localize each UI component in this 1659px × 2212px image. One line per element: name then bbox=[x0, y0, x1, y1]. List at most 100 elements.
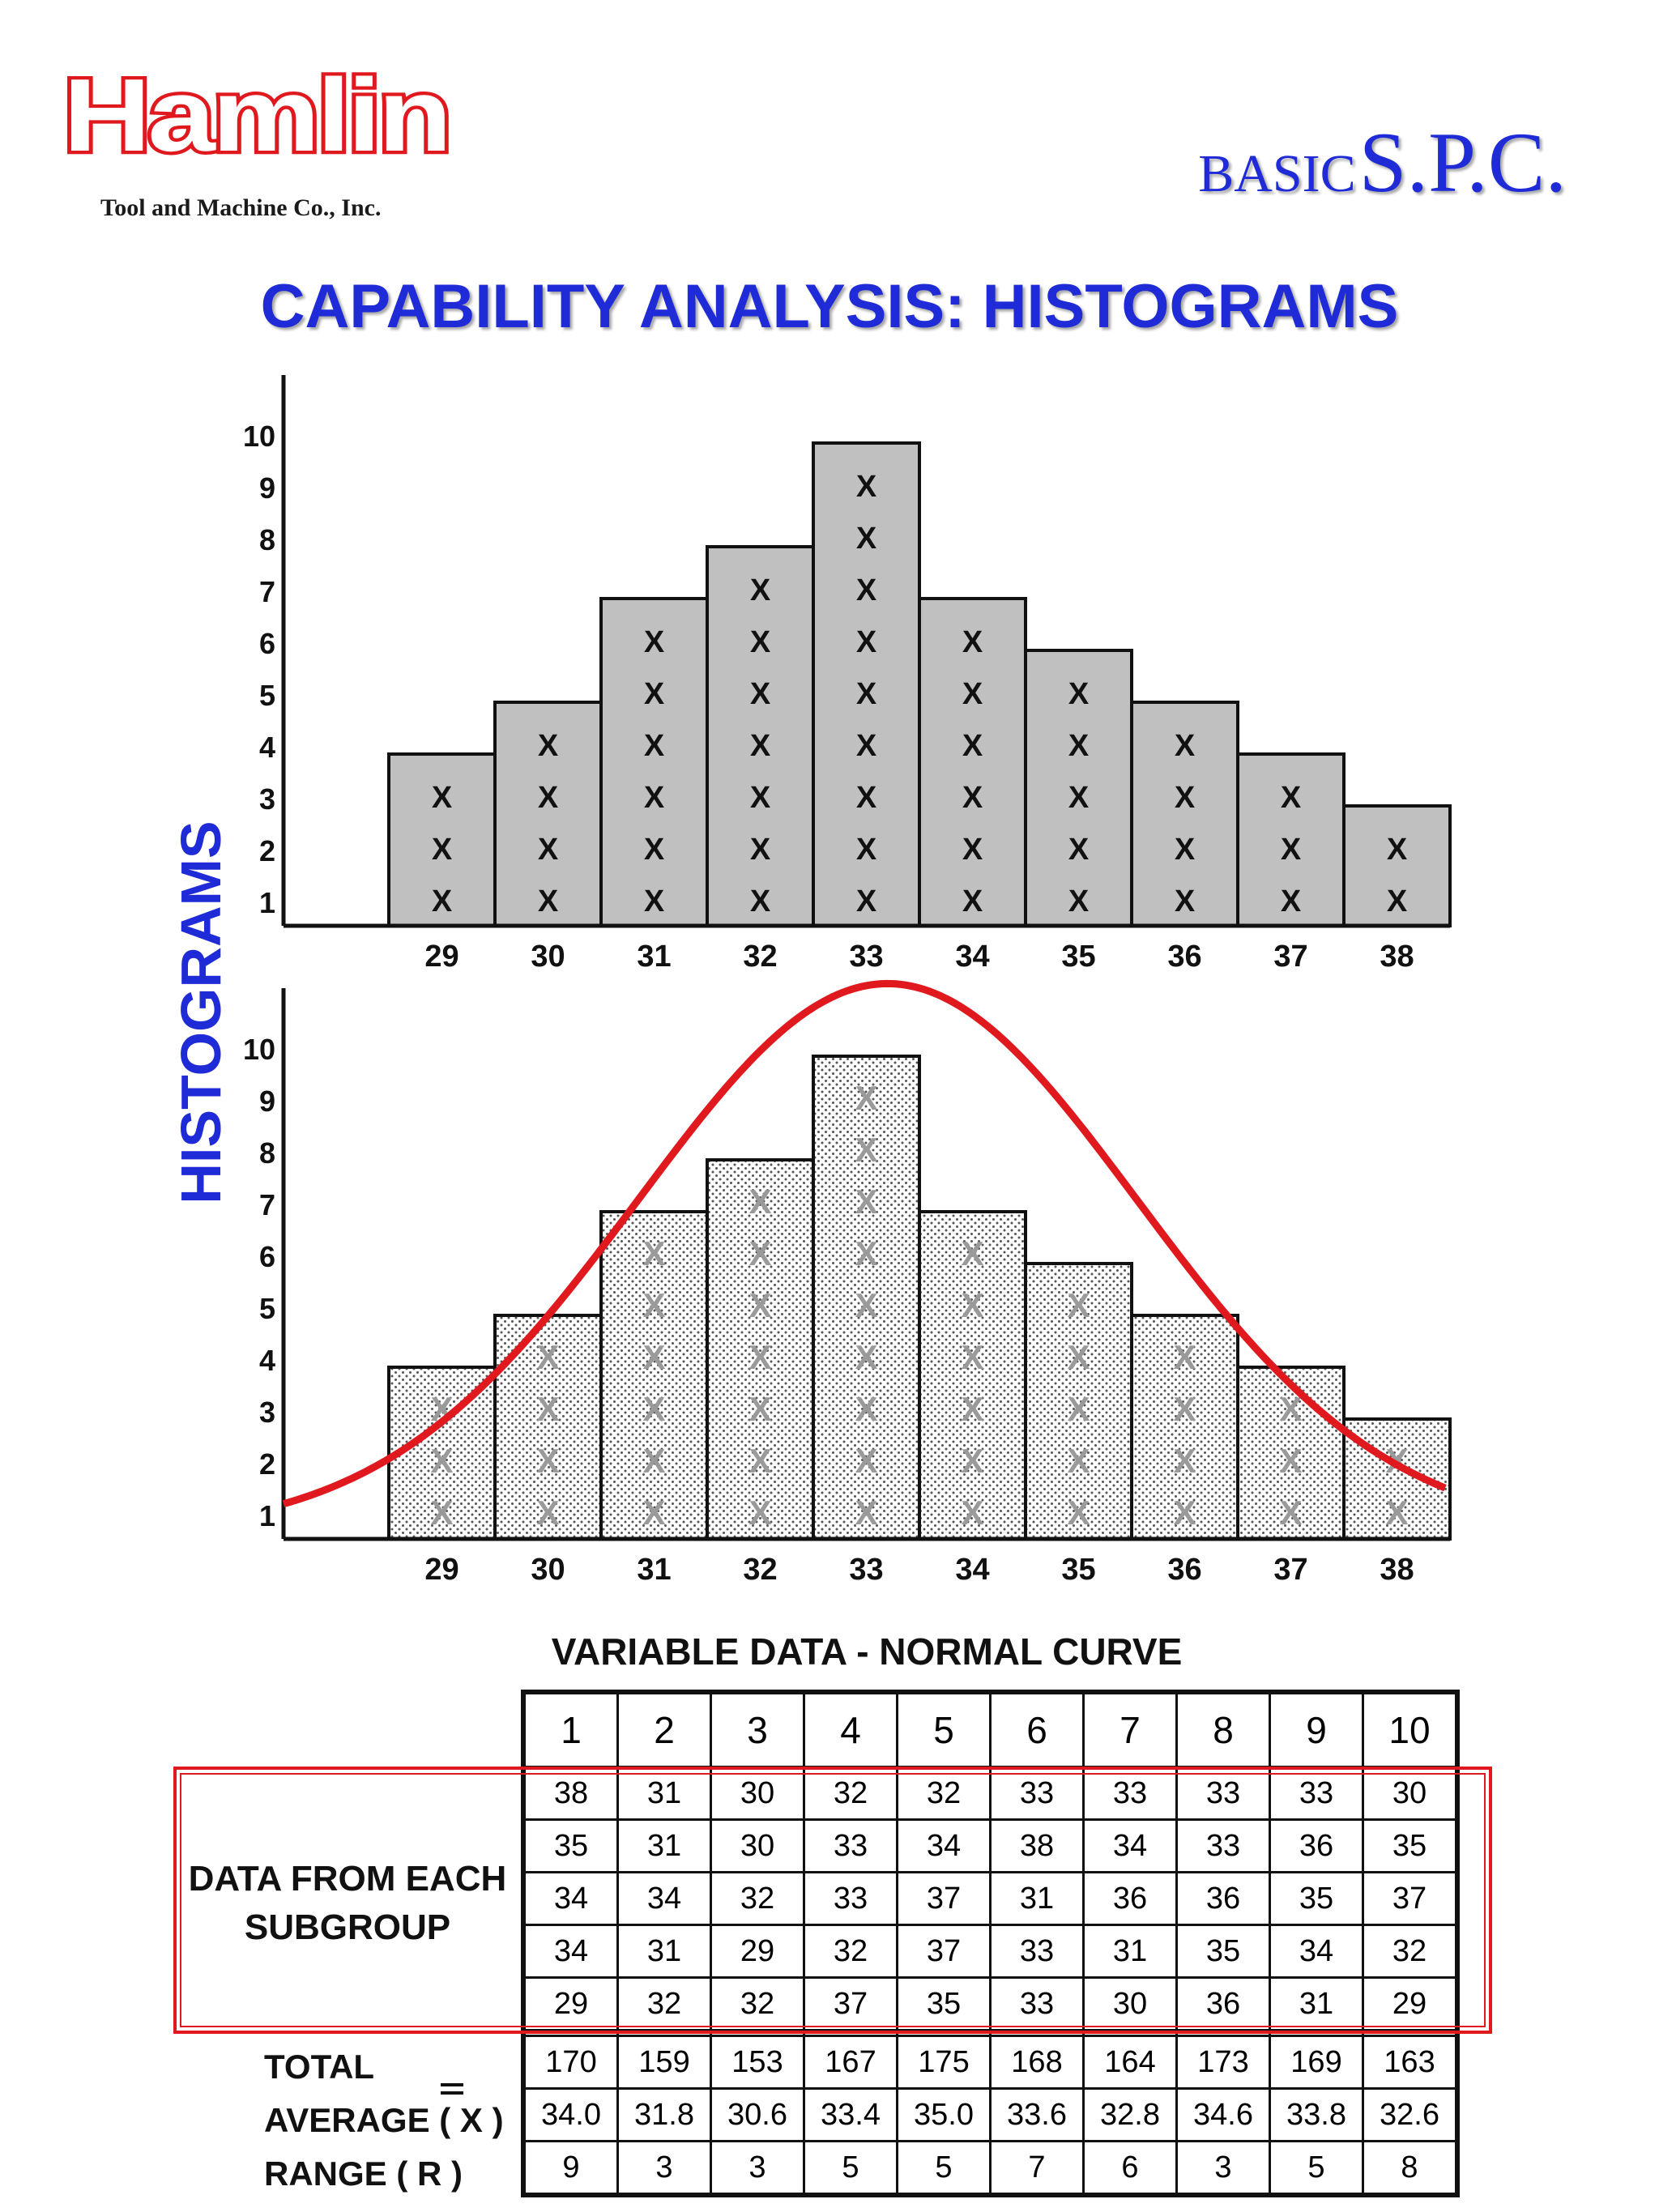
tally-mark: X bbox=[750, 573, 771, 607]
average-label: AVERAGE ( X ) bbox=[264, 2101, 504, 2139]
table-cell: 33 bbox=[989, 1766, 1085, 1821]
y-tick-label: 4 bbox=[259, 1344, 275, 1377]
y-tick-label: 9 bbox=[259, 1085, 275, 1118]
average-row-cell: 32.6 bbox=[1362, 2087, 1459, 2142]
table-cell: 30 bbox=[1362, 1766, 1459, 1821]
subgroup-data-table: 1 2 3 4 5 6 7 8 9 10 38 31 30 32 32 33 33 33 33 30 35 31 30 33… bbox=[521, 1690, 1460, 2197]
range-row-cell: 3 bbox=[1175, 2140, 1271, 2197]
table-cell: 30 bbox=[710, 1818, 805, 1873]
total-row-cell: 175 bbox=[896, 2035, 992, 2090]
table-cell: 35 bbox=[1269, 1871, 1364, 1926]
range-row-cell: 3 bbox=[710, 2140, 805, 2197]
tally-mark: X bbox=[538, 781, 559, 815]
total-row-cell: 168 bbox=[989, 2035, 1085, 2090]
subgroup-label-line2: SUBGROUP bbox=[244, 1907, 451, 1947]
range-label: RANGE ( R ) bbox=[264, 2154, 463, 2193]
tally-mark: X bbox=[748, 1494, 771, 1532]
range-row-cell: 5 bbox=[1269, 2140, 1364, 2197]
table-cell: 36 bbox=[1175, 1976, 1271, 2031]
y-tick-label: 4 bbox=[259, 731, 275, 764]
tally-mark: X bbox=[1068, 729, 1090, 763]
tally-mark: X bbox=[855, 1494, 877, 1532]
histogram-bar-36 bbox=[1130, 1314, 1239, 1541]
basic-word: BASIC bbox=[1198, 144, 1356, 203]
column-header-6: 6 bbox=[989, 1690, 1085, 1768]
tally-mark: X bbox=[750, 833, 771, 867]
table-cell: 37 bbox=[896, 1924, 992, 1979]
table-row: 38 31 30 32 32 33 33 33 33 30 bbox=[522, 1766, 1459, 1821]
average-row-cell: 35.0 bbox=[896, 2087, 992, 2142]
tally-mark: X bbox=[1068, 833, 1090, 867]
histogram-bar-32 bbox=[706, 545, 815, 927]
tally-mark: X bbox=[856, 625, 877, 659]
total-row: 170 159 153 167 175 168 164 173 169 163 bbox=[522, 2035, 1459, 2090]
table-cell: 37 bbox=[803, 1976, 898, 2031]
y-tick-label: 7 bbox=[259, 575, 275, 608]
table-cell: 35 bbox=[1362, 1818, 1459, 1873]
tally-mark: X bbox=[961, 1286, 983, 1324]
tally-mark: X bbox=[748, 1338, 771, 1376]
y-tick-label: 1 bbox=[259, 1499, 275, 1532]
tally-mark: X bbox=[1173, 1442, 1196, 1480]
histogram-bar-38 bbox=[1342, 804, 1452, 927]
tally-mark: X bbox=[1067, 1494, 1090, 1532]
table-cell: 34 bbox=[1082, 1818, 1178, 1873]
tally-mark: X bbox=[856, 522, 877, 556]
x-tick-label: 34 bbox=[955, 1553, 989, 1587]
tally-mark: X bbox=[855, 1338, 877, 1376]
tally-mark: X bbox=[962, 729, 983, 763]
tally-mark: X bbox=[750, 729, 771, 763]
tally-mark: X bbox=[642, 1286, 665, 1324]
tally-mark: X bbox=[644, 677, 665, 711]
table-cell: 34 bbox=[522, 1871, 619, 1926]
y-tick-label: 7 bbox=[259, 1188, 275, 1221]
range-row-cell: 7 bbox=[989, 2140, 1085, 2197]
tally-mark: X bbox=[1281, 833, 1302, 867]
table-cell: 29 bbox=[710, 1924, 805, 1979]
total-row-cell: 164 bbox=[1082, 2035, 1178, 2090]
y-tick-label: 5 bbox=[259, 679, 275, 712]
tally-mark: X bbox=[856, 884, 877, 918]
table-cell: 32 bbox=[710, 1976, 805, 2031]
tally-mark: X bbox=[962, 781, 983, 815]
column-header-10: 10 bbox=[1362, 1690, 1459, 1768]
tally-mark: X bbox=[961, 1390, 983, 1428]
tally-mark: X bbox=[642, 1494, 665, 1532]
tally-mark: X bbox=[538, 833, 559, 867]
table-cell: 34 bbox=[1269, 1924, 1364, 1979]
x-tick-label: 31 bbox=[637, 940, 671, 974]
table-cell: 33 bbox=[803, 1818, 898, 1873]
table-cell: 33 bbox=[989, 1976, 1085, 2031]
table-row: 34 34 32 33 37 31 36 36 35 37 bbox=[522, 1871, 1459, 1926]
x-tick-label: 36 bbox=[1167, 940, 1201, 974]
table-cell: 37 bbox=[1362, 1871, 1459, 1926]
tally-mark: X bbox=[1067, 1338, 1090, 1376]
tally-mark: X bbox=[1387, 884, 1408, 918]
y-tick-label: 10 bbox=[243, 1033, 275, 1066]
x-tick-label: 34 bbox=[955, 940, 989, 974]
table-cell: 36 bbox=[1175, 1871, 1271, 1926]
histogram-bar-34 bbox=[918, 1210, 1027, 1541]
tally-mark: X bbox=[856, 833, 877, 867]
histogram-bar-37 bbox=[1236, 1366, 1346, 1541]
tally-mark: X bbox=[855, 1234, 877, 1272]
y-tick-label: 3 bbox=[259, 782, 275, 816]
tally-mark: X bbox=[538, 884, 559, 918]
x-tick-label: 36 bbox=[1167, 1553, 1201, 1587]
table-cell: 31 bbox=[1082, 1924, 1178, 1979]
tally-mark: X bbox=[536, 1390, 559, 1428]
tally-mark: X bbox=[1385, 1494, 1408, 1532]
table-cell: 34 bbox=[522, 1924, 619, 1979]
tally-mark: X bbox=[855, 1079, 877, 1117]
table-cell: 32 bbox=[803, 1766, 898, 1821]
x-tick-label: 33 bbox=[849, 1553, 883, 1587]
tally-mark: X bbox=[642, 1390, 665, 1428]
tally-mark: X bbox=[642, 1442, 665, 1480]
tally-mark: X bbox=[748, 1183, 771, 1221]
range-row-cell: 5 bbox=[896, 2140, 992, 2197]
tally-mark: X bbox=[1067, 1390, 1090, 1428]
table-row: 35 31 30 33 34 38 34 33 36 35 bbox=[522, 1818, 1459, 1873]
table-cell: 30 bbox=[1082, 1976, 1178, 2031]
subgroup-label: DATA FROM EACH SUBGROUP bbox=[181, 1855, 514, 1952]
tally-mark: X bbox=[748, 1390, 771, 1428]
